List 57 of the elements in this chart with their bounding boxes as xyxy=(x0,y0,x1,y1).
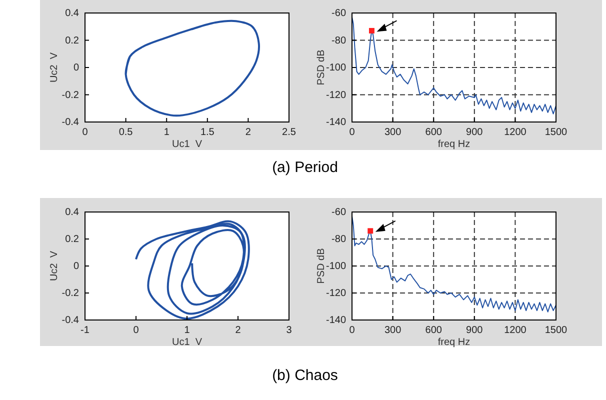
line-series xyxy=(352,216,556,312)
x-tick-label: 0 xyxy=(349,127,356,138)
x-tick-label: 1.5 xyxy=(200,127,215,138)
y-tick-label: 0.2 xyxy=(65,35,80,46)
y-axis-title: PSD dB xyxy=(316,248,327,284)
y-axis-title: Uc2 V xyxy=(49,250,60,282)
x-axis-title: Uc1 V xyxy=(172,337,202,348)
x-axis-title: freq Hz xyxy=(438,139,470,150)
y-tick-label: -0.2 xyxy=(62,288,80,300)
x-tick-label: 1 xyxy=(184,325,190,336)
y-tick-label: -120 xyxy=(326,90,346,101)
y-tick-label: 0.4 xyxy=(65,207,80,218)
y-axis-title: PSD dB xyxy=(316,49,327,86)
x-tick-label: 300 xyxy=(384,325,402,336)
x-tick-label: 1500 xyxy=(544,325,568,336)
x-tick-label: 900 xyxy=(466,325,484,336)
x-tick-label: 0.5 xyxy=(118,127,134,138)
y-tick-label: -60 xyxy=(332,8,346,20)
x-tick-label: 300 xyxy=(384,127,402,138)
y-axis-title: Uc2 V xyxy=(49,52,60,83)
x-tick-label: 0 xyxy=(133,325,140,336)
x-tick-label: 600 xyxy=(425,127,442,138)
y-tick-label: -100 xyxy=(326,62,346,74)
x-tick-label: 2 xyxy=(245,127,252,138)
y-tick-label: -0.4 xyxy=(62,117,80,128)
y-tick-label: 0 xyxy=(73,261,80,272)
y-tick-label: -140 xyxy=(326,117,346,128)
text: (a) Period xyxy=(272,159,338,176)
x-tick-label: 3 xyxy=(286,325,292,336)
x-tick-label: 0 xyxy=(82,127,88,138)
line-series xyxy=(135,220,250,320)
y-tick-label: -140 xyxy=(326,315,346,326)
x-axis-title: Uc1 V xyxy=(172,139,202,150)
line-series xyxy=(352,16,556,114)
x-axis-title: freq Hz xyxy=(438,337,470,348)
y-tick-label: -0.4 xyxy=(62,315,80,326)
x-tick-label: 1200 xyxy=(504,127,527,138)
y-tick-label: 0.4 xyxy=(65,8,80,20)
line-series xyxy=(124,20,260,117)
x-tick-label: 900 xyxy=(466,127,484,138)
y-tick-label: -120 xyxy=(326,288,346,300)
y-tick-label: -100 xyxy=(326,261,346,272)
y-tick-label: -60 xyxy=(332,207,346,218)
y-tick-label: -80 xyxy=(332,35,346,46)
y-tick-label: 0 xyxy=(73,62,80,74)
x-tick-label: 1500 xyxy=(544,127,568,138)
x-tick-label: 2.5 xyxy=(282,127,296,138)
x-tick-label: -1 xyxy=(80,325,90,336)
y-tick-label: -0.2 xyxy=(62,90,80,101)
x-tick-label: 0 xyxy=(349,325,356,336)
x-tick-label: 600 xyxy=(425,325,442,336)
y-tick-label: -80 xyxy=(332,234,346,246)
x-tick-label: 2 xyxy=(235,325,242,336)
x-tick-label: 1200 xyxy=(504,325,527,336)
x-tick-label: 1 xyxy=(164,127,170,138)
text: (b) Chaos xyxy=(272,367,338,384)
y-tick-label: 0.2 xyxy=(65,234,80,246)
